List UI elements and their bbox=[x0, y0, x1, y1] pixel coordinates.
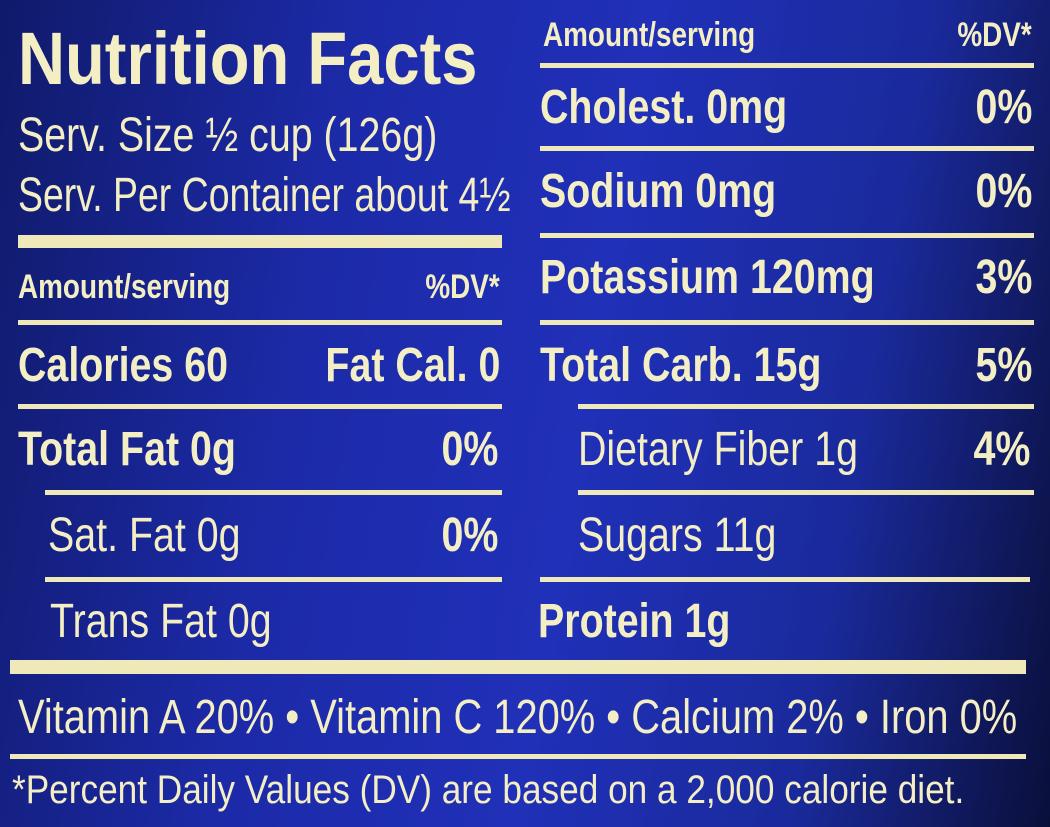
divider bbox=[540, 320, 1034, 325]
dv-header: %DV* bbox=[425, 268, 500, 306]
sat-fat-dv: 0% bbox=[441, 509, 498, 562]
divider bbox=[10, 660, 1026, 674]
footnote: *Percent Daily Values (DV) are based on … bbox=[12, 768, 965, 812]
divider bbox=[540, 577, 1030, 582]
trans-fat: Trans Fat 0g bbox=[50, 595, 272, 648]
amount-header: Amount/serving bbox=[18, 268, 231, 306]
dv-header: %DV* bbox=[957, 16, 1032, 54]
total-fat-dv: 0% bbox=[441, 423, 498, 476]
servings-per-container: Serv. Per Container about 4½ bbox=[18, 169, 511, 222]
amount-header: Amount/serving bbox=[543, 16, 756, 54]
dietary-fiber-dv: 4% bbox=[973, 423, 1030, 476]
divider bbox=[18, 404, 502, 409]
serving-size: Serv. Size ½ cup (126g) bbox=[18, 109, 438, 162]
divider bbox=[578, 490, 1034, 495]
sodium-dv: 0% bbox=[975, 165, 1032, 218]
divider bbox=[45, 577, 502, 582]
sodium: Sodium 0mg bbox=[540, 165, 777, 218]
total-fat: Total Fat 0g bbox=[18, 423, 236, 476]
fat-calories: Fat Cal. 0 bbox=[325, 339, 500, 392]
protein: Protein 1g bbox=[538, 595, 731, 648]
total-carb: Total Carb. 15g bbox=[540, 339, 822, 392]
divider bbox=[540, 146, 1034, 151]
potassium-dv: 3% bbox=[975, 251, 1032, 304]
potassium: Potassium 120mg bbox=[540, 251, 875, 304]
cholesterol: Cholest. 0mg bbox=[540, 81, 788, 134]
sugars: Sugars 11g bbox=[578, 509, 777, 562]
divider bbox=[45, 490, 502, 495]
divider bbox=[18, 320, 502, 325]
vitamins: Vitamin A 20% • Vitamin C 120% • Calcium… bbox=[18, 691, 1018, 744]
title: Nutrition Facts bbox=[18, 17, 478, 100]
dietary-fiber: Dietary Fiber 1g bbox=[578, 423, 859, 476]
cholesterol-dv: 0% bbox=[975, 81, 1032, 134]
divider bbox=[540, 63, 1034, 68]
divider bbox=[10, 754, 1026, 759]
divider bbox=[578, 404, 1034, 409]
sat-fat: Sat. Fat 0g bbox=[48, 509, 241, 562]
divider bbox=[18, 235, 502, 248]
divider bbox=[540, 233, 1034, 238]
calories: Calories 60 bbox=[18, 339, 229, 392]
total-carb-dv: 5% bbox=[975, 339, 1032, 392]
